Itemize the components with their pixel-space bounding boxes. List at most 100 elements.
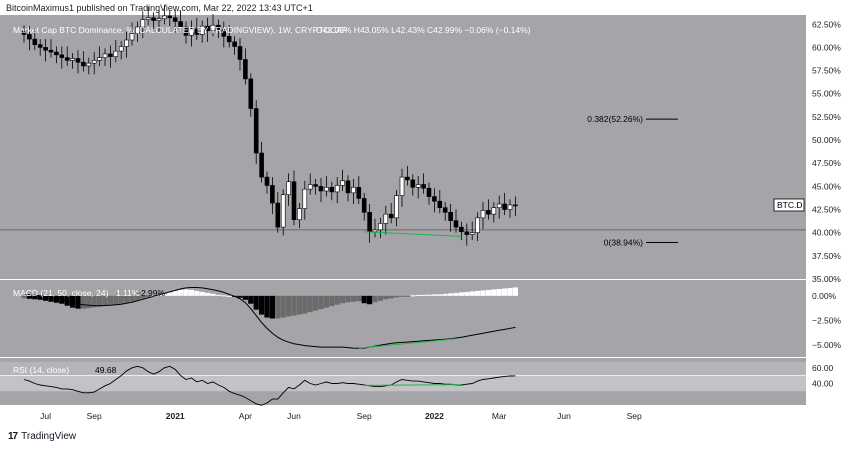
macd-histogram-bar [350,295,356,302]
macd-histogram-bar [269,295,275,319]
candle [59,54,65,58]
candle [264,176,270,186]
macd-axis-label: −5.00% [812,340,842,350]
candle [426,187,432,197]
candle [226,36,232,43]
macd-title: MACD (21, 50, close, 24) [13,288,109,298]
candle [108,53,113,57]
candle [167,15,173,19]
candle [280,194,286,228]
candle [210,24,216,32]
macd-histogram-bar [80,295,86,309]
candle [172,17,178,22]
macd-histogram-bar [118,295,124,304]
brand-name: TradingView [21,431,77,442]
candle [324,186,329,192]
macd-histogram-bar [345,295,351,303]
publisher-header: BitcoinMaximus1 published on TradingView… [6,3,313,13]
rsi-upper-band [0,362,806,376]
candle [442,207,448,213]
candle [502,203,507,210]
candle [421,184,426,189]
candle [27,34,32,40]
macd-histogram-bar [442,293,448,296]
price-axis-bg [806,15,850,405]
candle [43,47,48,51]
macd-histogram-bar [469,291,475,296]
macd-histogram-bar [97,295,103,307]
candle [221,29,227,37]
macd-histogram-bar [248,295,254,304]
candle [270,185,275,204]
macd-histogram-bar [221,295,227,297]
price-axis-label: 55.00% [812,89,841,99]
rsi-value: 49.68 [95,365,117,375]
macd-histogram-bar [458,292,464,296]
macd-histogram-bar [226,295,232,297]
macd-histogram-bar [37,295,43,300]
candle [145,17,151,20]
x-axis-label: 2022 [425,411,444,421]
macd-histogram-bar [264,295,270,318]
price-axis-label: 47.50% [812,158,841,168]
candle [194,28,200,35]
macd-value-1: 1.11% [116,288,140,298]
macd-histogram-bar [334,295,340,305]
macd-histogram-bar [167,292,173,296]
macd-histogram-bar [280,295,286,318]
candle [178,21,183,28]
macd-histogram-bar [140,295,146,299]
candle [86,62,92,67]
x-axis-label: Jul [40,411,51,421]
rsi-band [0,375,806,392]
candle [102,53,108,58]
macd-axis-label: 0.00% [812,291,837,301]
macd-histogram-bar [124,295,130,303]
candle [437,200,443,208]
tradingview-logo-icon: 17 [8,431,18,442]
candle [21,30,27,35]
price-axis-label: 57.50% [812,66,841,76]
fib-level-label: 0.382(52.26%) [587,114,643,124]
candle [113,50,119,57]
x-axis-label: Jun [557,411,571,421]
price-axis-label: 50.00% [812,135,841,145]
candle [129,33,135,41]
candle [399,176,405,196]
macd-value-2: −2.99% [136,288,166,298]
macd-histogram-bar [215,294,221,296]
macd-histogram-bar [156,294,162,296]
candle [37,44,43,48]
macd-histogram-bar [172,290,178,296]
macd-histogram-bar [188,289,194,296]
symbol-tag [773,198,805,212]
macd-histogram-bar [178,289,184,296]
candle [469,232,475,235]
macd-histogram-bar [431,294,437,296]
candle [48,49,54,53]
candle [81,61,86,67]
candle [156,18,162,21]
candle [340,180,345,186]
candle [162,15,167,20]
macd-histogram-bar [475,290,481,296]
macd-histogram-bar [296,295,302,315]
candle [334,185,340,193]
candle [286,181,291,196]
price-axis-label: 60.00% [812,42,841,52]
macd-histogram-bar [426,294,432,296]
x-axis-label: Apr [239,411,252,421]
price-chart-title: Market Cap BTC Dominance, % (CALCULATED … [13,25,348,35]
macd-histogram-bar [242,295,248,300]
candle [151,17,156,21]
candle [329,186,335,193]
candle [464,231,470,235]
candle [405,176,410,181]
macd-histogram-bar [43,295,49,301]
macd-histogram-bar [415,295,421,297]
footer-brand[interactable]: 17 TradingView [8,431,76,442]
candle [507,204,513,210]
candle [248,78,254,109]
macd-histogram-bar [134,295,140,301]
price-axis-label: 37.50% [812,251,841,261]
